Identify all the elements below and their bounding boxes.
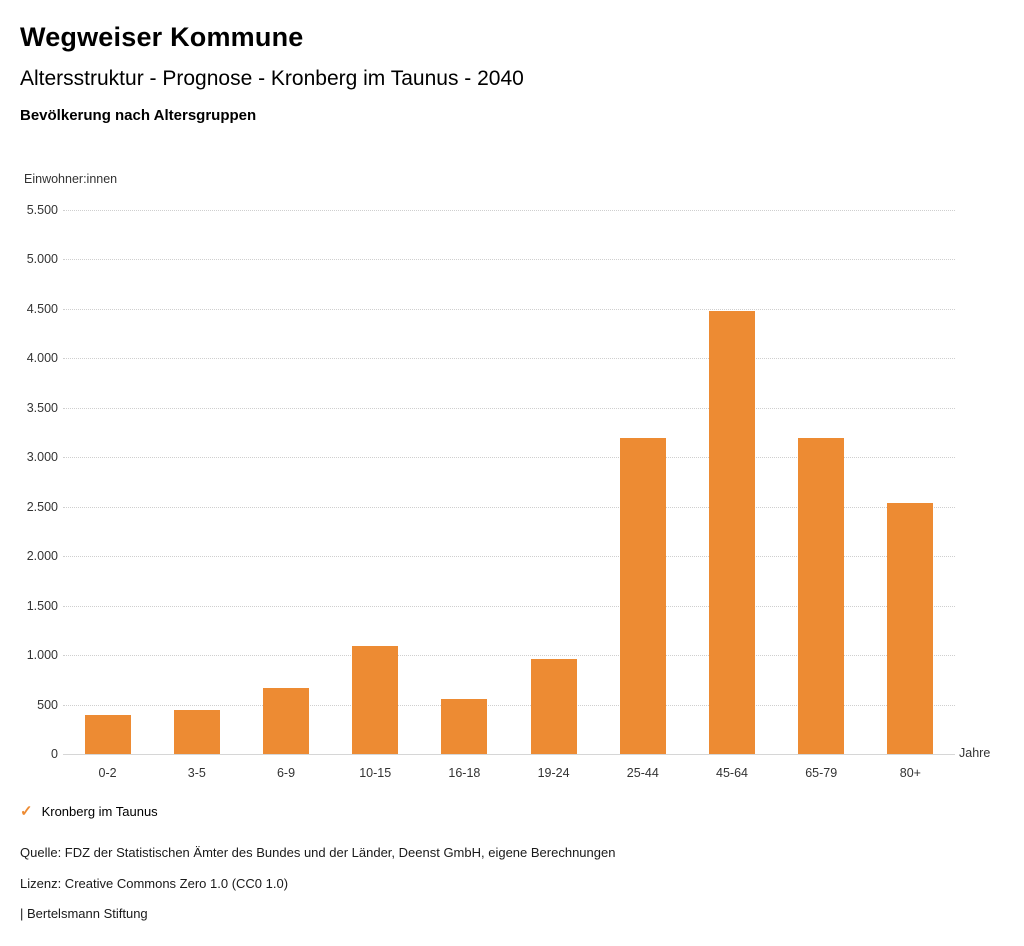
y-tick-label: 2.000 [26, 549, 58, 564]
y-tick-label: 500 [37, 697, 58, 712]
y-tick-label: 3.000 [26, 450, 58, 465]
attribution-text: | Bertelsmann Stiftung [20, 906, 148, 921]
source-text: Quelle: FDZ der Statistischen Ämter des … [20, 845, 616, 860]
y-tick-label: 3.500 [26, 400, 58, 415]
x-tick-label: 25-44 [626, 766, 659, 780]
chart-title: Altersstruktur - Prognose - Kronberg im … [20, 67, 524, 90]
y-tick-label: 5.500 [26, 203, 58, 217]
gridline [63, 605, 955, 607]
bar-16-18[interactable] [441, 699, 488, 754]
bar-10-15[interactable] [352, 646, 399, 754]
bar-3-5[interactable] [173, 710, 220, 754]
x-tick-label: 45-64 [716, 766, 748, 780]
y-tick-label: 1.000 [26, 648, 58, 663]
x-tick-label: 80+ [899, 766, 921, 780]
gridline [63, 259, 955, 261]
y-axis-label: Einwohner:innen [24, 172, 118, 186]
gridline [63, 407, 955, 409]
x-tick-label: 19-24 [537, 766, 570, 780]
y-tick-label: 2.500 [26, 499, 58, 514]
x-axis-label: Jahre [959, 746, 991, 760]
bar-45-64[interactable] [709, 310, 755, 754]
gridline [63, 358, 955, 360]
y-tick-label: 0 [51, 747, 58, 761]
bar-6-9[interactable] [263, 688, 309, 754]
bar-80+[interactable] [887, 502, 934, 754]
bar-19-24[interactable] [530, 659, 577, 754]
legend-label: Kronberg im Taunus [41, 804, 158, 819]
gridline [63, 704, 955, 706]
x-tick-label: 16-18 [448, 766, 481, 780]
bar-0-2[interactable] [84, 714, 131, 754]
y-tick-label: 4.000 [26, 351, 58, 366]
x-tick-label: 6-9 [276, 766, 296, 780]
x-tick-label: 65-79 [805, 766, 838, 780]
x-tick-label: 3-5 [187, 766, 206, 780]
y-tick-label: 4.500 [26, 301, 58, 316]
bar-25-44[interactable] [619, 437, 666, 754]
gridline [63, 457, 955, 459]
license-text: Lizenz: Creative Commons Zero 1.0 (CC0 1… [20, 876, 289, 891]
y-tick-label: 1.500 [26, 598, 58, 613]
bar-65-79[interactable] [798, 437, 845, 754]
x-tick-label: 10-15 [359, 766, 392, 780]
gridline [63, 308, 955, 310]
y-tick-label: 5.000 [26, 252, 58, 267]
gridline [63, 556, 955, 558]
gridline [63, 754, 955, 755]
chart-section-title: Bevölkerung nach Altersgruppen [20, 107, 257, 124]
gridline [63, 210, 955, 211]
bar-chart-plot-area [63, 210, 955, 755]
app-title: Wegweiser Kommune [20, 22, 304, 52]
gridline [63, 655, 955, 657]
legend-check-icon: ✓ [20, 803, 33, 820]
legend-item-kronberg[interactable]: ✓ Kronberg im Taunus [20, 804, 158, 819]
x-tick-label: 0-2 [98, 766, 117, 780]
gridline [63, 506, 955, 508]
